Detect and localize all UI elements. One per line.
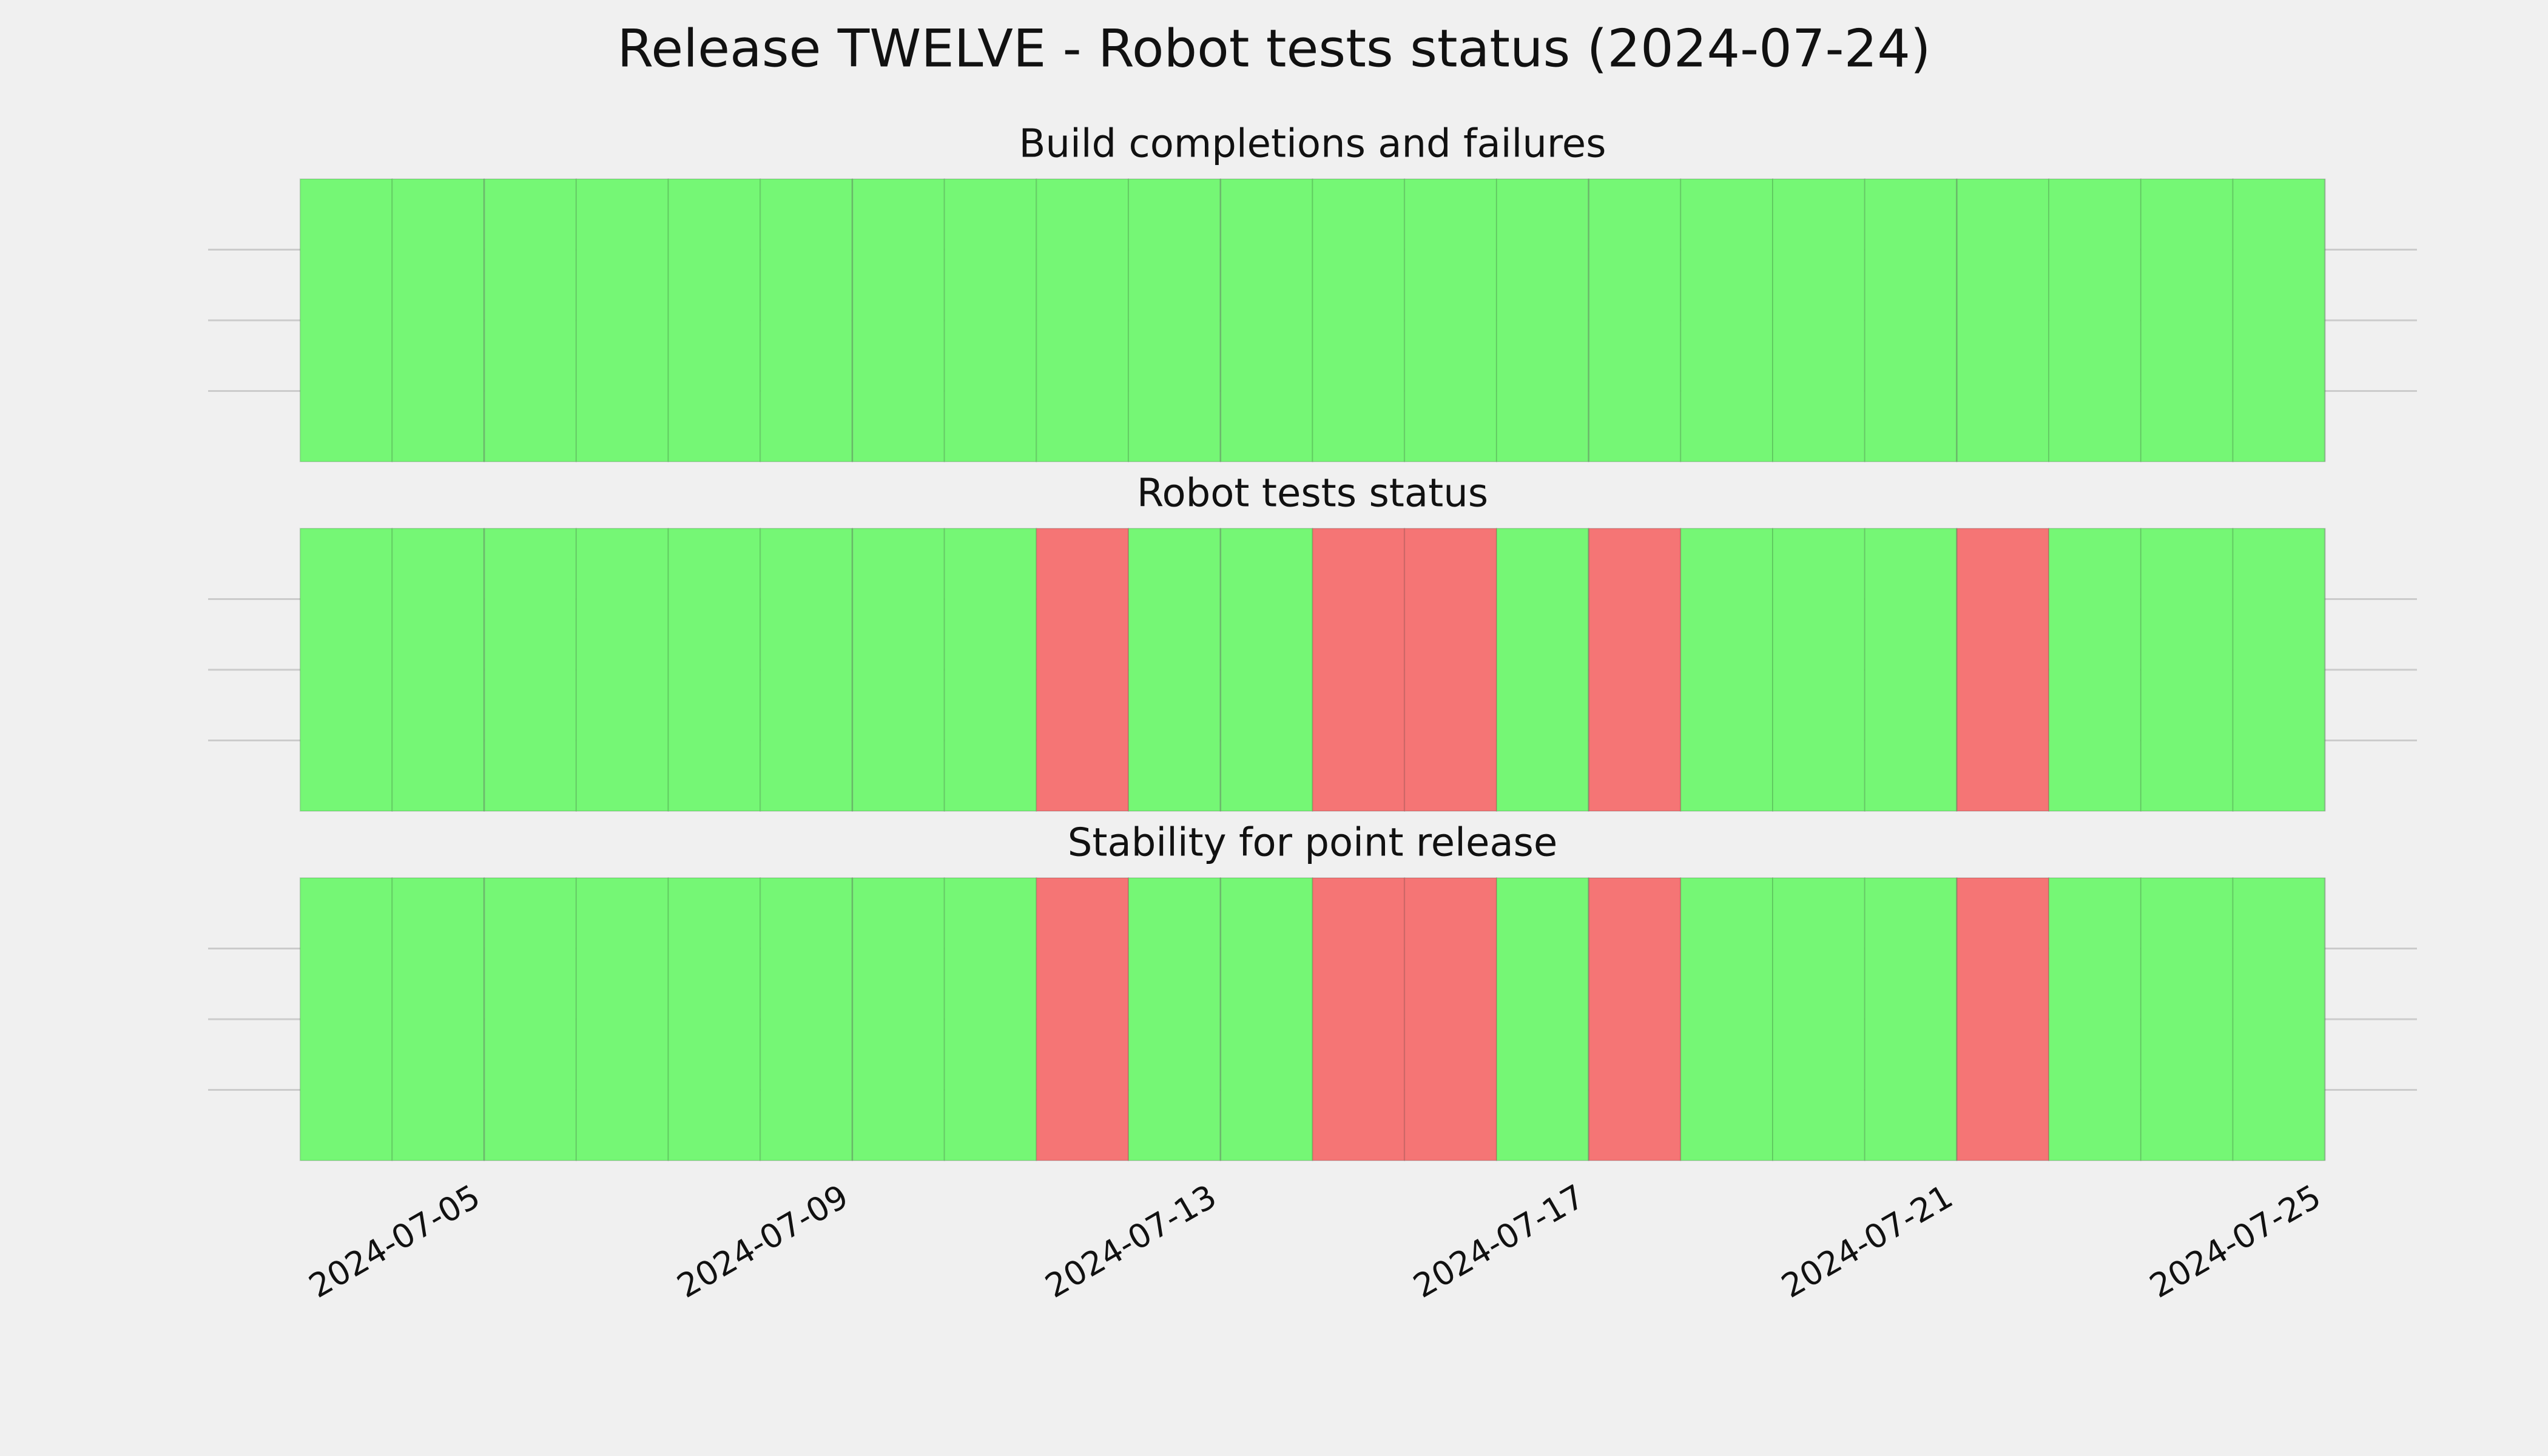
status-segment	[2140, 877, 2234, 1161]
status-segment	[2048, 528, 2142, 812]
status-segment	[1588, 528, 1682, 812]
status-segment	[1495, 528, 1589, 812]
status-segment	[1680, 877, 1774, 1161]
status-segment	[1680, 528, 1774, 812]
panel-title: Stability for point release	[1068, 821, 1558, 866]
status-segment	[1312, 178, 1406, 462]
status-segment	[1680, 178, 1774, 462]
status-segment	[1956, 528, 2050, 812]
status-segment	[1128, 178, 1221, 462]
status-segment	[1588, 877, 1682, 1161]
status-segment	[1128, 877, 1221, 1161]
status-segment	[1128, 528, 1221, 812]
status-segment	[575, 178, 669, 462]
status-segment	[1588, 178, 1682, 462]
status-segment	[1956, 178, 2050, 462]
status-segment	[1956, 877, 2050, 1161]
status-segment	[943, 528, 1037, 812]
status-segment	[1404, 877, 1497, 1161]
status-segment	[2140, 178, 2234, 462]
status-segment	[391, 877, 485, 1161]
status-segment	[2048, 877, 2142, 1161]
status-segment	[760, 178, 853, 462]
status-segment	[1219, 178, 1313, 462]
status-segment	[2140, 528, 2234, 812]
status-segment	[391, 528, 485, 812]
status-segment	[1036, 178, 1130, 462]
status-segment	[667, 528, 761, 812]
status-segment	[851, 877, 945, 1161]
status-segment	[1036, 877, 1130, 1161]
status-segment	[1404, 528, 1497, 812]
status-segment	[1036, 528, 1130, 812]
status-segment	[1772, 178, 1866, 462]
status-segment	[1772, 877, 1866, 1161]
status-segment	[943, 877, 1037, 1161]
status-segment	[484, 877, 577, 1161]
status-segment	[484, 528, 577, 812]
status-segment	[1864, 877, 1958, 1161]
status-segment	[1312, 528, 1406, 812]
status-segment	[851, 528, 945, 812]
status-segment	[2232, 528, 2326, 812]
status-segment	[1864, 528, 1958, 812]
status-segment	[391, 178, 485, 462]
status-segment	[299, 877, 393, 1161]
status-segment	[1219, 528, 1313, 812]
status-segment	[1864, 178, 1958, 462]
status-segment	[2048, 178, 2142, 462]
status-segment	[2232, 877, 2326, 1161]
status-segment	[1404, 178, 1497, 462]
status-segment	[2232, 178, 2326, 462]
status-segment	[484, 178, 577, 462]
status-segment	[575, 877, 669, 1161]
figure-title: Release TWELVE - Robot tests status (202…	[617, 18, 1930, 79]
status-segment	[667, 877, 761, 1161]
status-segment	[1219, 877, 1313, 1161]
status-segment	[299, 178, 393, 462]
status-segment	[1495, 178, 1589, 462]
status-segment	[575, 528, 669, 812]
status-segment	[851, 178, 945, 462]
status-segment	[1495, 877, 1589, 1161]
panel-title: Robot tests status	[1137, 471, 1488, 516]
status-segment	[760, 877, 853, 1161]
status-segment	[943, 178, 1037, 462]
status-segment	[760, 528, 853, 812]
status-segment	[299, 528, 393, 812]
status-segment	[1772, 528, 1866, 812]
panel-title: Build completions and failures	[1019, 122, 1606, 167]
status-segment	[667, 178, 761, 462]
status-segment	[1312, 877, 1406, 1161]
